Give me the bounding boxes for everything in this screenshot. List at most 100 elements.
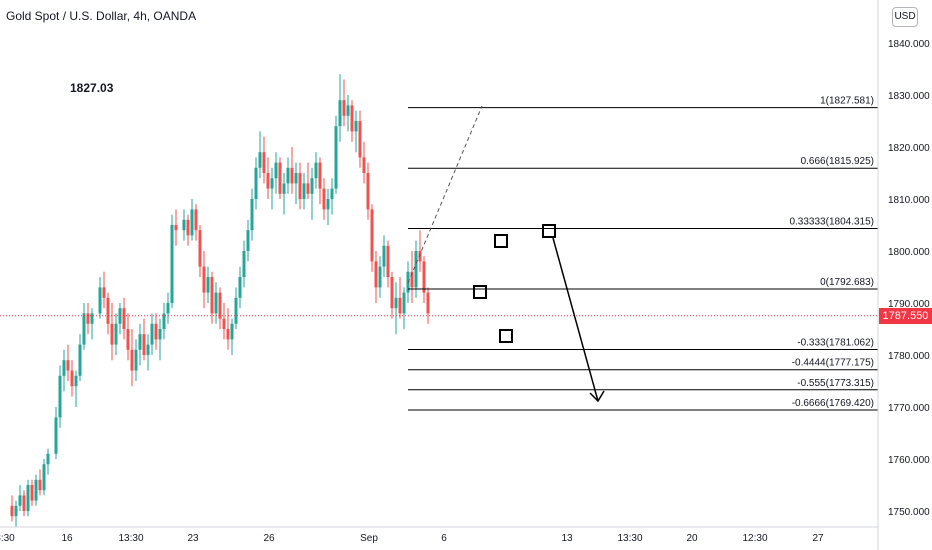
candle-body: [166, 303, 170, 314]
candle-body: [62, 360, 66, 376]
candle-body: [266, 173, 270, 189]
y-tick-label: 1780.000: [888, 351, 930, 362]
candle-body: [90, 313, 94, 324]
candle-body: [318, 162, 322, 189]
candle-body: [390, 277, 394, 309]
candle-body: [10, 505, 14, 517]
annotations-layer: [0, 105, 878, 403]
candle-body: [78, 344, 82, 376]
candle-body: [202, 266, 206, 293]
marker-box: [499, 329, 513, 343]
y-tick-label: 1830.000: [888, 91, 930, 102]
candle-body: [182, 219, 186, 231]
candle-body: [246, 230, 250, 251]
candle-body: [386, 245, 390, 277]
candle-body: [226, 329, 230, 340]
candle-body: [130, 349, 134, 371]
fib-label: -0.555(1773.315): [797, 378, 874, 389]
candle-body: [346, 105, 350, 116]
candle-body: [46, 453, 50, 465]
marker-box: [494, 234, 508, 248]
y-tick-label: 1760.000: [888, 455, 930, 466]
fib-label: -0.4444(1777.175): [792, 358, 874, 369]
fib-label: -0.6666(1769.420): [792, 398, 874, 409]
candle-body: [238, 277, 242, 298]
candle-body: [66, 360, 70, 371]
candle-body: [234, 297, 238, 324]
candle-body: [306, 183, 310, 194]
x-tick-label: 16: [61, 533, 73, 544]
fib-label: -0.333(1781.062): [797, 337, 874, 348]
candle-body: [34, 479, 38, 501]
candle-body: [206, 277, 210, 293]
candle-body: [422, 261, 426, 293]
candle-body: [370, 209, 374, 262]
candle-body: [326, 199, 330, 210]
candle-body: [14, 505, 18, 517]
current-price-badge: 1787.550: [879, 308, 932, 324]
price-axis-bg: [878, 0, 932, 550]
candle-body: [222, 318, 226, 329]
fib-label: 0.666(1815.925): [801, 156, 874, 167]
projection-arrow: [552, 237, 599, 402]
candle-body: [18, 495, 22, 506]
candle-body: [106, 297, 110, 324]
candle-body: [358, 121, 362, 158]
candle-body: [410, 271, 414, 288]
candle-body: [214, 292, 218, 314]
y-tick-label: 1810.000: [888, 195, 930, 206]
projection-arrowhead: [589, 390, 605, 403]
candle-body: [310, 178, 314, 194]
candle-body: [314, 162, 318, 179]
candle-body: [218, 292, 222, 319]
candle-body: [150, 323, 154, 345]
candle-body: [122, 308, 126, 329]
fib-label: 0.33333(1804.315): [789, 217, 874, 228]
candle-body: [186, 219, 190, 236]
fib-label: 1(1827.581): [820, 96, 874, 107]
candle-body: [70, 370, 74, 387]
candle-body: [270, 178, 274, 189]
fib-label: 0(1792.683): [820, 277, 874, 288]
candle-body: [102, 287, 106, 298]
candle-body: [298, 173, 302, 199]
candle-body: [426, 292, 430, 314]
candle-body: [278, 162, 282, 194]
candle-body: [158, 329, 162, 340]
candle-body: [302, 183, 306, 199]
candle-body: [398, 297, 402, 314]
candle-body: [402, 292, 406, 314]
candle-body: [98, 287, 102, 314]
x-tick-label: 13:30: [118, 533, 143, 544]
candle-body: [198, 230, 202, 267]
candle-body: [110, 323, 114, 345]
currency-button[interactable]: USD: [892, 7, 918, 27]
candle-body: [366, 173, 370, 210]
candle-body: [338, 100, 342, 127]
candle-body: [414, 251, 418, 288]
marker-box: [473, 285, 487, 299]
candle-body: [350, 105, 354, 132]
fib-trend-line: [407, 105, 483, 284]
candle-body: [190, 209, 194, 236]
candle-body: [58, 375, 62, 418]
candle-body: [250, 199, 254, 231]
x-tick-label: 26: [263, 533, 275, 544]
x-tick-label: 13: [561, 533, 573, 544]
y-tick-label: 1820.000: [888, 143, 930, 154]
candle-body: [134, 349, 138, 371]
candle-body: [262, 152, 266, 173]
candle-body: [294, 173, 298, 184]
candle-body: [378, 266, 382, 288]
y-tick-label: 1790.000: [888, 299, 930, 310]
candle-body: [286, 167, 290, 184]
y-tick-label: 1840.000: [888, 39, 930, 50]
candle-body: [82, 313, 86, 345]
candle-body: [174, 225, 178, 231]
candle-body: [170, 225, 174, 303]
candles-layer: [10, 74, 430, 527]
candle-body: [342, 100, 346, 116]
candle-body: [330, 188, 334, 199]
